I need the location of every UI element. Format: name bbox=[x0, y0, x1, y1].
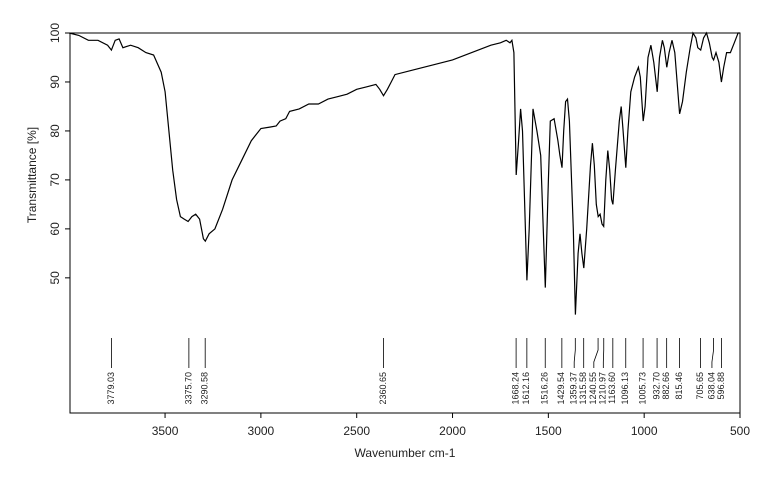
peak-label: 882.66 bbox=[661, 372, 671, 400]
peak-label: 1163.60 bbox=[607, 372, 617, 404]
peak-label: 1005.73 bbox=[637, 372, 647, 405]
x-tick-label: 500 bbox=[730, 424, 750, 438]
peak-label: 1359.37 bbox=[569, 372, 579, 405]
plot-frame bbox=[69, 32, 741, 414]
peak-label: 3290.58 bbox=[200, 372, 210, 405]
peak-marker bbox=[711, 338, 714, 368]
peak-label: 1315.58 bbox=[578, 372, 588, 405]
peak-label: 596.88 bbox=[716, 372, 726, 400]
peak-label: 1668.24 bbox=[510, 372, 520, 405]
y-tick-label: 90 bbox=[48, 75, 62, 89]
peak-label: 3375.70 bbox=[183, 372, 193, 405]
peak-label: 1240.55 bbox=[588, 372, 598, 405]
y-axis-label: Transmittance [%] bbox=[25, 127, 39, 223]
peak-marker bbox=[593, 338, 599, 368]
x-tick-label: 1000 bbox=[631, 424, 658, 438]
x-tick-label: 3000 bbox=[248, 424, 275, 438]
y-tick-label: 100 bbox=[48, 23, 62, 43]
y-tick-label: 80 bbox=[48, 124, 62, 138]
peak-label: 1096.13 bbox=[620, 372, 630, 405]
peak-label: 932.70 bbox=[651, 372, 661, 400]
x-axis-label: Wavenumber cm-1 bbox=[355, 446, 456, 460]
x-tick-label: 1500 bbox=[535, 424, 562, 438]
peak-label: 3779.03 bbox=[106, 372, 116, 405]
peak-label: 1429.54 bbox=[556, 372, 566, 405]
x-tick-label: 2500 bbox=[343, 424, 370, 438]
peak-label: 1210.97 bbox=[598, 372, 608, 405]
spectrum-line bbox=[69, 31, 740, 315]
y-tick-label: 50 bbox=[48, 271, 62, 285]
peak-label: 1516.26 bbox=[540, 372, 550, 405]
x-tick-label: 3500 bbox=[152, 424, 179, 438]
peak-label: 638.04 bbox=[706, 372, 716, 400]
peak-label: 705.65 bbox=[695, 372, 705, 400]
peak-marker bbox=[573, 338, 576, 368]
x-tick-label: 2000 bbox=[439, 424, 466, 438]
peak-label: 2360.65 bbox=[378, 372, 388, 405]
peak-label: 1612.16 bbox=[521, 372, 531, 405]
peak-label: 815.46 bbox=[674, 372, 684, 400]
y-tick-label: 60 bbox=[48, 222, 62, 236]
y-tick-label: 70 bbox=[48, 173, 62, 187]
